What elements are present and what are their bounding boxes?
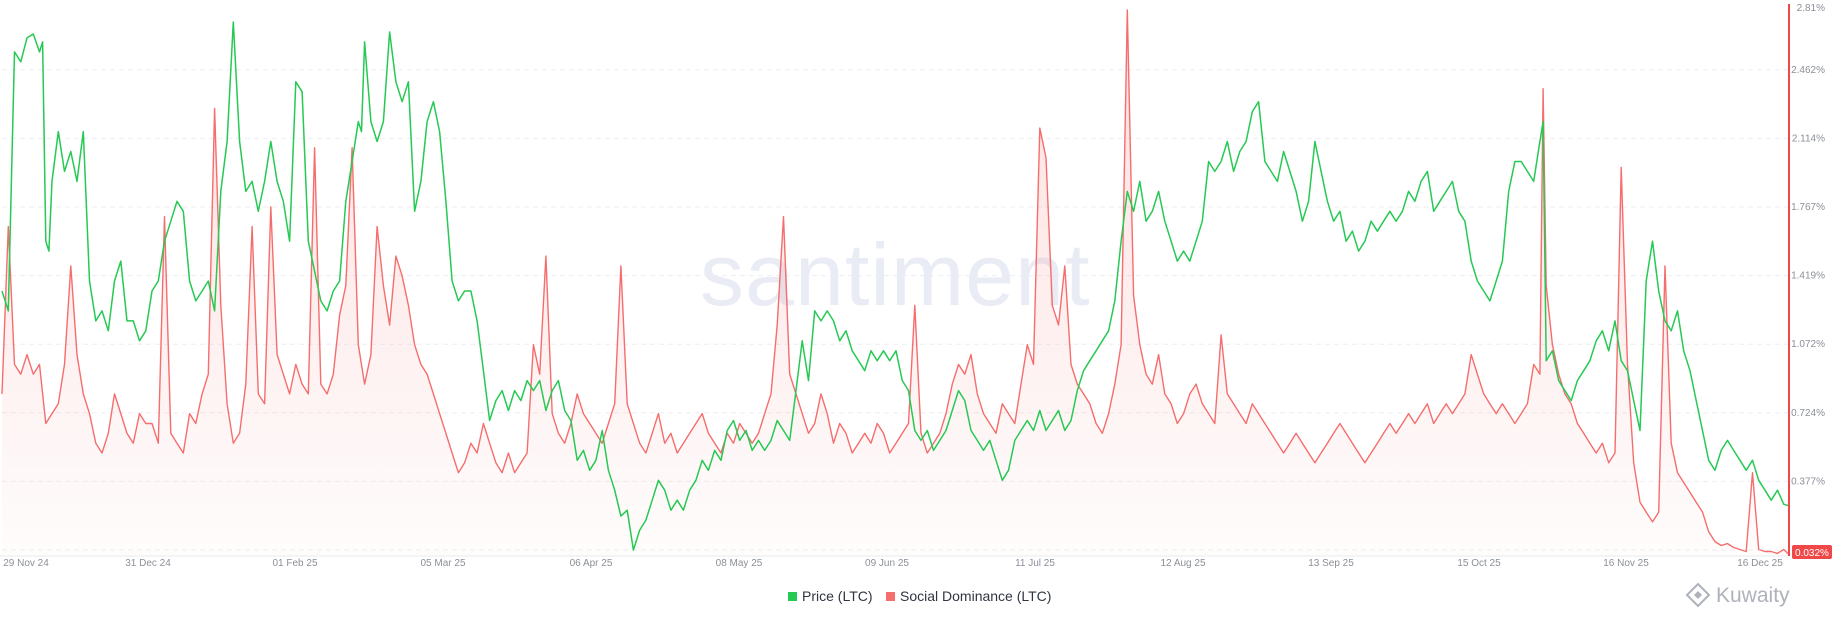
x-tick-label: 12 Aug 25 — [1160, 558, 1205, 569]
x-tick-label: 16 Dec 25 — [1737, 558, 1783, 569]
y-tick-label: 2.462% — [1791, 65, 1825, 76]
x-tick-label: 31 Dec 24 — [125, 558, 171, 569]
binance-logo-icon — [1685, 582, 1711, 608]
y-tick-label: 0.724% — [1791, 408, 1825, 419]
x-tick-label: 15 Oct 25 — [1457, 558, 1501, 569]
y-axis-right: 0.377% 0.724% 1.072% 1.419% 1.767% 2.114% 2.46… — [1788, 3, 1832, 559]
x-tick-label: 05 Mar 25 — [420, 558, 465, 569]
legend-swatch-price — [788, 592, 797, 601]
legend-label-price: Price (LTC) — [802, 588, 873, 604]
social-dominance-line — [1, 9, 1791, 556]
x-tick-label: 08 May 25 — [716, 558, 763, 569]
binance-logo-center-icon — [1694, 591, 1702, 599]
legend-label-social-dominance: Social Dominance (LTC) — [900, 588, 1051, 604]
legend-swatch-social-dominance — [886, 592, 895, 601]
x-axis: 29 Nov 24 31 Dec 24 01 Feb 25 05 Mar 25 06 A… — [0, 555, 1790, 569]
x-tick-label: 29 Nov 24 — [3, 558, 49, 569]
brand-name: Kuwaity — [1716, 584, 1790, 607]
y-tick-label: 1.767% — [1791, 202, 1825, 213]
y-tick-label: 0.377% — [1791, 476, 1825, 487]
legend: Price (LTC) Social Dominance (LTC) — [788, 588, 1051, 604]
social-dominance-area — [2, 10, 1790, 556]
current-value-badge — [1792, 545, 1832, 559]
y-tick-label: 2.81% — [1797, 3, 1825, 14]
current-value-label: 0.032% — [1795, 548, 1829, 559]
price-line — [1, 21, 1791, 551]
plot-area — [1, 9, 1791, 556]
y-tick-label: 1.419% — [1791, 271, 1825, 282]
x-tick-label: 09 Jun 25 — [865, 558, 909, 569]
x-tick-label: 13 Sep 25 — [1308, 558, 1354, 569]
x-tick-label: 11 Jul 25 — [1015, 558, 1055, 569]
x-tick-label: 16 Nov 25 — [1603, 558, 1649, 569]
y-tick-label: 2.114% — [1792, 133, 1825, 144]
y-tick-label: 1.072% — [1791, 339, 1825, 350]
brand-mark: Kuwaity — [1685, 582, 1790, 608]
x-tick-label: 06 Apr 25 — [570, 558, 613, 569]
x-tick-label: 01 Feb 25 — [272, 558, 317, 569]
santiment-watermark: santiment — [700, 225, 1091, 324]
